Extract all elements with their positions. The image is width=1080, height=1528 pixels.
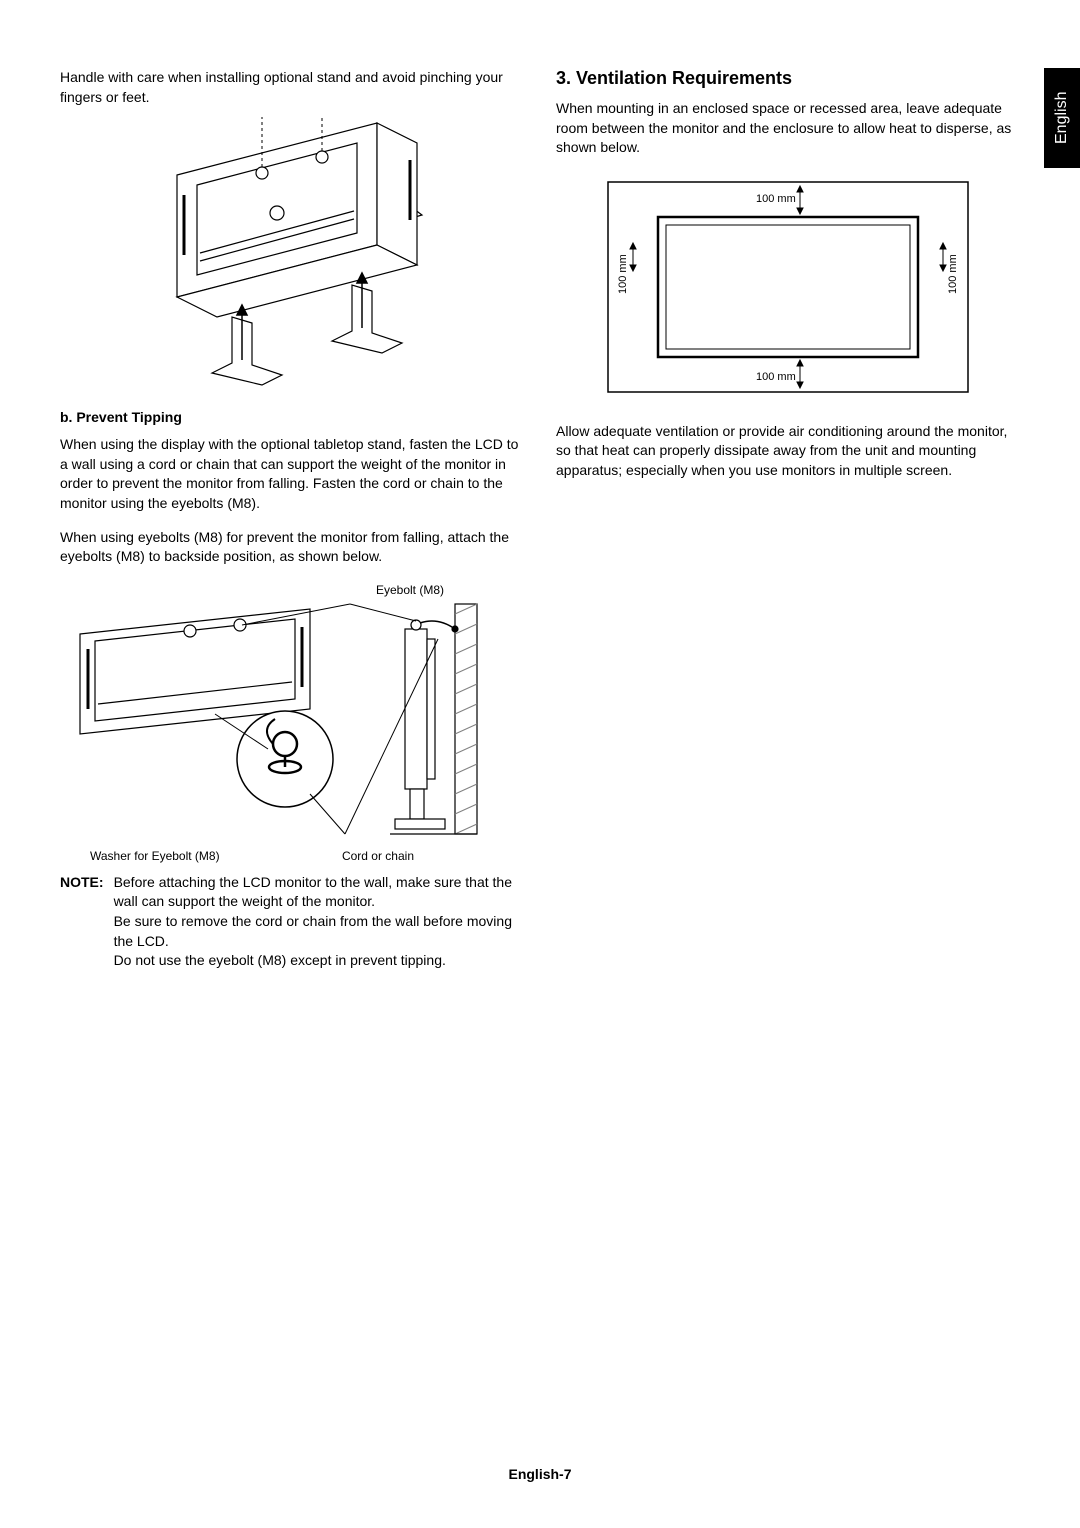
ventilation-para2: Allow adequate ventilation or provide ai… <box>556 422 1020 481</box>
figure-tipping: Eyebolt (M8) <box>60 581 524 863</box>
page-footer: English-7 <box>0 1466 1080 1482</box>
figure-stand-install <box>60 115 524 395</box>
vent-left-label: 100 mm <box>617 254 629 294</box>
washer-label: Washer for Eyebolt (M8) <box>90 849 220 863</box>
ventilation-heading: 3. Ventilation Requirements <box>556 68 1020 89</box>
figure-ventilation: 100 mm 100 mm 100 mm <box>556 172 1020 412</box>
ventilation-diagram: 100 mm 100 mm 100 mm <box>578 172 998 412</box>
two-column-layout: Handle with care when installing optiona… <box>60 68 1020 971</box>
prevent-tipping-heading: b. Prevent Tipping <box>60 409 524 425</box>
cord-label: Cord or chain <box>342 849 414 863</box>
stand-install-diagram <box>122 115 462 395</box>
left-column: Handle with care when installing optiona… <box>60 68 524 971</box>
ventilation-para1: When mounting in an enclosed space or re… <box>556 99 1020 158</box>
vent-right-label: 100 mm <box>947 254 959 294</box>
note-label: NOTE: <box>60 873 104 971</box>
note-text: Before attaching the LCD monitor to the … <box>114 873 524 971</box>
prevent-tipping-para2: When using eyebolts (M8) for prevent the… <box>60 528 524 567</box>
vent-bottom-label: 100 mm <box>756 371 796 383</box>
prevent-tipping-para1: When using the display with the optional… <box>60 435 524 513</box>
tipping-diagram <box>60 599 480 849</box>
left-intro-text: Handle with care when installing optiona… <box>60 68 524 107</box>
eyebolt-label: Eyebolt (M8) <box>376 583 444 597</box>
vent-top-label: 100 mm <box>756 193 796 205</box>
right-column: 3. Ventilation Requirements When mountin… <box>556 68 1020 971</box>
language-tab: English <box>1044 68 1080 168</box>
note-block: NOTE: Before attaching the LCD monitor t… <box>60 873 524 971</box>
